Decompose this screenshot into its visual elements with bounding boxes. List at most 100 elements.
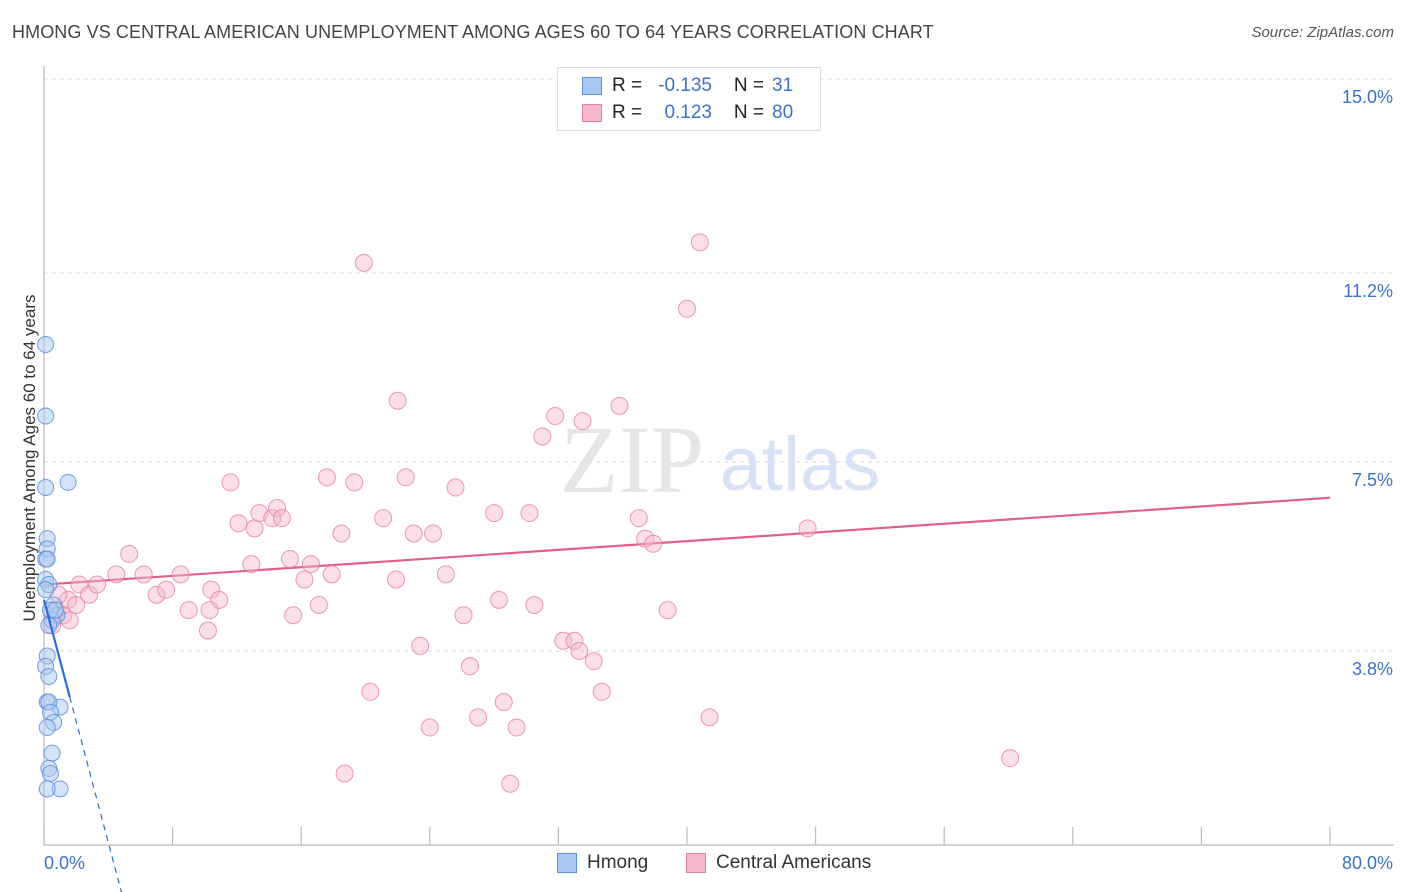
central-point bbox=[284, 606, 303, 625]
hmong-point bbox=[38, 780, 56, 798]
central-point bbox=[396, 468, 415, 487]
hmong-legend-label: Hmong bbox=[587, 852, 649, 873]
chart-title: HMONG VS CENTRAL AMERICAN UNEMPLOYMENT A… bbox=[12, 22, 934, 42]
n-label: N = bbox=[733, 102, 764, 123]
r-label: R = bbox=[612, 102, 643, 123]
central-point bbox=[221, 473, 240, 492]
central-point bbox=[317, 468, 336, 487]
central-point bbox=[420, 718, 439, 737]
central-point bbox=[332, 524, 351, 543]
hmong-trend-extension bbox=[69, 696, 123, 892]
hmong-point bbox=[37, 479, 55, 497]
central-point bbox=[411, 636, 430, 655]
watermark-atlas: atlas bbox=[720, 422, 881, 507]
central-point bbox=[460, 657, 479, 676]
central-point bbox=[501, 774, 520, 793]
legend-row-central: R = 0.123 N = 80 bbox=[582, 100, 793, 126]
central-point bbox=[494, 693, 513, 712]
central-point bbox=[610, 396, 629, 415]
hmong-point bbox=[38, 719, 56, 737]
central-point bbox=[485, 504, 504, 523]
central-point bbox=[147, 585, 166, 604]
central-point bbox=[354, 253, 373, 272]
central-point bbox=[245, 519, 264, 538]
central-point bbox=[120, 544, 139, 563]
n-value: 31 bbox=[772, 75, 794, 96]
central-point bbox=[436, 565, 455, 584]
central-point bbox=[1001, 749, 1020, 768]
central-point bbox=[345, 473, 364, 492]
central-point bbox=[700, 708, 719, 727]
hmong-point bbox=[37, 407, 55, 425]
central-trend-line bbox=[43, 496, 1331, 586]
hmong-points-group bbox=[37, 336, 77, 798]
hmong-point bbox=[38, 550, 56, 568]
central-point bbox=[374, 509, 393, 528]
source-label: Source: ZipAtlas.com bbox=[1251, 24, 1394, 41]
r-value: 0.123 bbox=[664, 102, 712, 123]
central-point bbox=[592, 682, 611, 701]
legend-row-hmong: R = -0.135 N = 31 bbox=[582, 73, 793, 99]
hmong-trend-group bbox=[42, 599, 123, 892]
central-legend-label: Central Americans bbox=[716, 852, 872, 873]
central-point bbox=[171, 565, 190, 584]
hmong-point bbox=[41, 765, 59, 783]
central-point bbox=[565, 631, 584, 650]
central-point bbox=[268, 498, 287, 517]
n-value: 80 bbox=[772, 102, 794, 123]
central-point bbox=[200, 601, 219, 620]
central-point bbox=[584, 652, 603, 671]
central-point bbox=[322, 565, 341, 584]
hmong-point bbox=[37, 581, 55, 599]
stats-legend: R = -0.135 N = 31 R = 0.123 N = 80 bbox=[557, 67, 821, 131]
y-tick-label: 3.8% bbox=[1352, 659, 1393, 679]
central-point bbox=[658, 601, 677, 620]
central-point bbox=[546, 407, 565, 426]
central-point bbox=[678, 299, 696, 318]
central-point bbox=[88, 575, 107, 594]
legend-item-central-americans[interactable]: Central Americans bbox=[686, 852, 871, 874]
tick-labels: 3.8% 7.5% 11.2% 15.0% 0.0% 80.0% bbox=[44, 87, 1393, 873]
central-point bbox=[198, 621, 217, 640]
central-point bbox=[242, 555, 261, 574]
central-point bbox=[573, 412, 592, 431]
central-point bbox=[295, 570, 314, 589]
hmong-trend-line bbox=[42, 599, 71, 698]
central-point bbox=[67, 595, 86, 614]
central-point bbox=[507, 718, 526, 737]
hmong-point bbox=[59, 473, 77, 491]
central-point bbox=[570, 641, 589, 660]
central-point bbox=[446, 478, 465, 497]
y-tick-label: 7.5% bbox=[1352, 470, 1393, 490]
central-points-group bbox=[43, 70, 1020, 793]
central-point bbox=[361, 682, 380, 701]
y-tick-label: 15.0% bbox=[1342, 87, 1393, 107]
hmong-swatch bbox=[582, 77, 602, 95]
central-point bbox=[280, 550, 299, 569]
central-point bbox=[301, 555, 320, 574]
central-point bbox=[179, 601, 198, 620]
legend-item-hmong[interactable]: Hmong bbox=[557, 852, 648, 874]
central-point bbox=[272, 509, 291, 528]
y-axis-title: Unemployment Among Ages 60 to 64 years bbox=[20, 294, 39, 622]
central-point bbox=[520, 504, 539, 523]
hmong-point bbox=[46, 601, 64, 619]
central-point bbox=[263, 509, 282, 528]
central-point bbox=[335, 764, 354, 783]
central-point bbox=[107, 565, 126, 584]
central-point bbox=[629, 509, 648, 528]
central-point bbox=[388, 391, 407, 410]
watermark-zip: ZIP bbox=[560, 406, 704, 513]
central-point bbox=[424, 524, 443, 543]
hmong-point bbox=[40, 667, 58, 685]
central-legend-swatch bbox=[686, 853, 706, 873]
n-label: N = bbox=[733, 75, 764, 96]
central-point bbox=[454, 606, 473, 625]
central-point bbox=[469, 708, 488, 727]
central-swatch bbox=[582, 104, 602, 122]
central-point bbox=[229, 514, 248, 533]
central-point bbox=[134, 565, 153, 584]
central-point bbox=[157, 580, 176, 599]
r-value: -0.135 bbox=[658, 75, 712, 96]
